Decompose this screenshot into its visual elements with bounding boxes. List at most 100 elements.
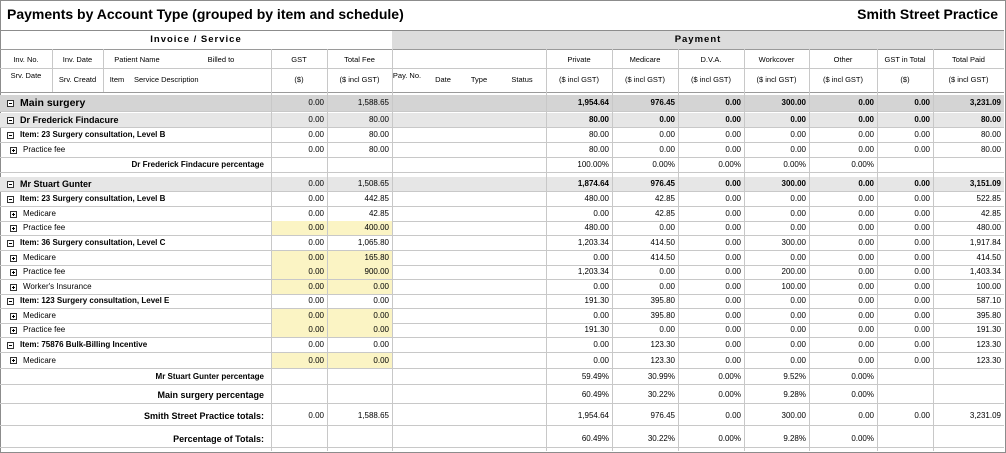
col-inv-no: Inv. No.	[13, 55, 39, 64]
expand-icon[interactable]	[10, 357, 17, 364]
table-row-item: Item: 23 Surgery consultation, Level B 0.…	[0, 192, 1004, 206]
row-value: 0.00%	[851, 390, 874, 399]
row-value: 0.00	[271, 221, 327, 235]
row-label: Mr Stuart Gunter percentage	[155, 372, 264, 381]
row-value: 0.00	[659, 325, 675, 334]
row-value: 0.00	[725, 209, 741, 218]
col-gst-unit: ($)	[294, 75, 304, 84]
row-value: 480.00	[584, 194, 609, 203]
row-value: 0.00	[725, 194, 741, 203]
row-value: 0.00	[725, 267, 741, 276]
row-value: 0.00%	[718, 372, 741, 381]
row-value: 0.00	[593, 356, 609, 365]
row-value: 0.00	[858, 282, 874, 291]
row-value: 0.00	[858, 223, 874, 232]
row-value: 400.00	[327, 221, 392, 235]
row-value: 0.00	[308, 194, 324, 203]
row-value: 0.00	[725, 311, 741, 320]
row-value: 0.00	[659, 130, 675, 139]
col-total-paid-unit: ($ incl GST)	[948, 75, 989, 84]
row-value: 123.30	[976, 356, 1001, 365]
collapse-icon[interactable]	[7, 196, 14, 203]
row-value	[271, 387, 327, 403]
row-label: Worker's Insurance	[23, 282, 92, 291]
col-total-fee-unit: ($ incl GST)	[339, 75, 380, 84]
row-value: 165.80	[327, 251, 392, 265]
collapse-icon[interactable]	[7, 181, 14, 188]
row-value: 0.00	[858, 179, 874, 188]
col-other-unit: ($ incl GST)	[822, 75, 863, 84]
payment-group-header: Payment	[392, 31, 1004, 49]
row-value: 0.00	[858, 209, 874, 218]
row-value: 80.00	[588, 130, 609, 139]
row-value: 0.00	[790, 356, 806, 365]
row-value: 0.00	[373, 296, 389, 305]
row-value: 0.00	[858, 98, 874, 107]
row-value: 0.00	[725, 356, 741, 365]
row-value: 0.00	[914, 130, 930, 139]
col-total-fee: Total Fee	[344, 55, 375, 64]
table-row-total: Smith Street Practice totals: 0.00 1,588.6…	[0, 407, 1004, 425]
row-value: 0.00	[914, 98, 930, 107]
collapse-icon[interactable]	[7, 100, 14, 107]
row-value	[271, 369, 327, 384]
row-value: 191.30	[976, 325, 1001, 334]
table-row-sub: Medicare 0.00 165.80 0.00 414.50 0.00 0.00 0.00…	[0, 251, 1004, 265]
collapse-icon[interactable]	[7, 240, 14, 247]
row-value: 0.00	[308, 179, 324, 188]
expand-icon[interactable]	[10, 255, 17, 262]
row-value: 0.00	[725, 325, 741, 334]
row-value: 0.00	[659, 223, 675, 232]
row-value: 976.45	[650, 411, 675, 420]
row-value	[327, 369, 392, 384]
table-row-pctmain: Main surgery percentage 60.49% 30.22% 0.00%…	[0, 387, 1004, 403]
row-value: 0.00	[725, 115, 741, 124]
row-value: 0.00	[327, 353, 392, 368]
row-value: 80.00	[980, 130, 1001, 139]
table-row-provider: Dr Frederick Findacure 0.00 80.00 80.00 0.00…	[0, 113, 1004, 127]
table-row-main: Main surgery 0.00 1,588.65 1,954.64 976.45 0.…	[0, 95, 1004, 111]
expand-icon[interactable]	[10, 313, 17, 320]
row-value: 80.00	[980, 115, 1001, 124]
row-value: 0.00	[914, 267, 930, 276]
row-value: 1,403.34	[969, 267, 1001, 276]
row-value	[327, 387, 392, 403]
expand-icon[interactable]	[10, 269, 17, 276]
col-dva-unit: ($ incl GST)	[690, 75, 731, 84]
row-value: 0.00	[593, 340, 609, 349]
expand-icon[interactable]	[10, 327, 17, 334]
row-value: 0.00%	[718, 160, 741, 169]
row-value: 0.00	[858, 356, 874, 365]
expand-icon[interactable]	[10, 225, 17, 232]
collapse-icon[interactable]	[7, 342, 14, 349]
row-value: 0.00	[659, 282, 675, 291]
row-value: 0.00%	[652, 160, 675, 169]
expand-icon[interactable]	[10, 147, 17, 154]
row-value: 300.00	[781, 179, 806, 188]
row-value: 0.00	[308, 296, 324, 305]
row-value: 0.00	[271, 353, 327, 368]
row-value: 0.00	[659, 115, 675, 124]
collapse-icon[interactable]	[7, 298, 14, 305]
row-value: 976.45	[650, 98, 675, 107]
row-label: Smith Street Practice totals:	[143, 411, 264, 421]
collapse-icon[interactable]	[7, 132, 14, 139]
row-value: 0.00	[858, 411, 874, 420]
row-value: 395.80	[650, 296, 675, 305]
row-value: 30.99%	[647, 372, 675, 381]
row-value: 0.00	[271, 265, 327, 279]
row-value: 1,508.65	[357, 179, 389, 188]
col-item: Item	[109, 75, 125, 84]
practice-name: Smith Street Practice	[857, 6, 998, 22]
row-value: 0.00	[271, 251, 327, 265]
expand-icon[interactable]	[10, 211, 17, 218]
collapse-icon[interactable]	[7, 117, 14, 124]
column-header-row-2: Srv. Date Srv. Creatd Item Service Descr…	[0, 69, 1004, 91]
row-value: 0.00	[593, 209, 609, 218]
row-value: 0.00	[659, 145, 675, 154]
expand-icon[interactable]	[10, 284, 17, 291]
row-value: 0.00	[914, 145, 930, 154]
table-row-item: Item: 36 Surgery consultation, Level C 0.…	[0, 236, 1004, 250]
row-value: 191.30	[584, 296, 609, 305]
row-value: 0.00	[593, 311, 609, 320]
